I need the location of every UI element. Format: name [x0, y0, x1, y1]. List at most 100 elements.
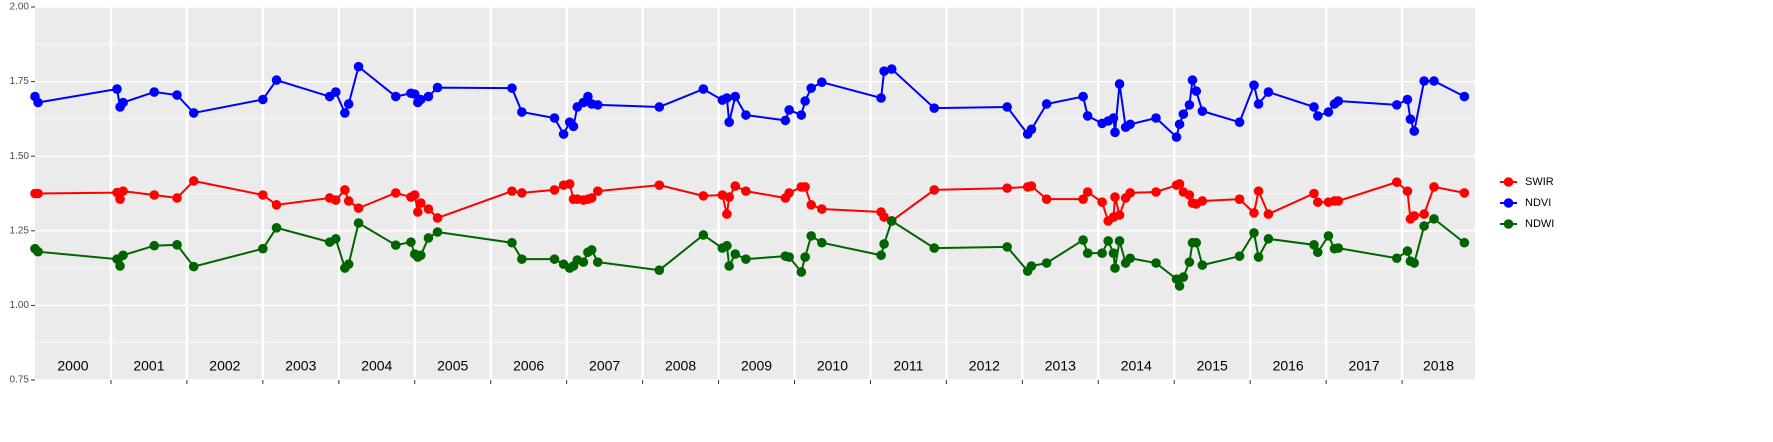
data-point	[353, 203, 364, 213]
data-point	[343, 99, 354, 109]
data-point	[188, 108, 199, 118]
data-point	[390, 91, 401, 102]
data-point	[188, 261, 199, 272]
data-point	[1178, 109, 1189, 119]
data-point	[1082, 248, 1093, 258]
data-point	[1409, 126, 1420, 136]
data-point	[1419, 76, 1429, 86]
year-label: 2009	[741, 358, 772, 374]
data-point	[806, 83, 817, 93]
data-point	[416, 94, 426, 105]
data-point	[800, 96, 810, 106]
data-point	[330, 234, 341, 244]
data-point	[1171, 132, 1182, 142]
data-point	[115, 261, 125, 271]
data-point	[33, 246, 43, 257]
data-point	[1041, 194, 1052, 204]
data-point	[1078, 235, 1088, 245]
data-point	[432, 82, 443, 93]
data-point	[879, 239, 889, 249]
year-label: 2008	[665, 358, 696, 374]
data-point	[876, 250, 886, 261]
data-point	[423, 204, 434, 214]
data-point	[33, 188, 43, 199]
data-point	[592, 186, 603, 196]
data-point	[1402, 246, 1413, 256]
data-point	[929, 243, 940, 253]
data-point	[1333, 96, 1344, 106]
data-point	[172, 193, 182, 203]
data-point	[1197, 260, 1208, 270]
data-point	[1125, 119, 1135, 130]
data-point	[149, 190, 160, 200]
data-point	[423, 91, 434, 102]
data-point	[741, 254, 751, 264]
data-point	[258, 243, 268, 254]
data-point	[409, 190, 420, 200]
data-point	[549, 113, 560, 123]
data-point	[796, 110, 807, 120]
data-point	[1174, 281, 1185, 291]
data-point	[583, 91, 593, 102]
data-point	[390, 240, 401, 250]
data-point	[724, 117, 734, 127]
legend-key-point	[1503, 198, 1514, 208]
data-point	[1391, 177, 1402, 187]
data-point	[1409, 211, 1420, 221]
data-point	[330, 87, 341, 97]
data-point	[1333, 196, 1344, 206]
data-point	[1125, 253, 1135, 264]
data-point	[1041, 99, 1052, 109]
data-point	[879, 66, 889, 76]
data-point	[412, 207, 423, 217]
data-point	[330, 195, 341, 205]
data-point	[1191, 237, 1202, 248]
data-point	[258, 94, 268, 105]
data-point	[1125, 188, 1135, 198]
year-label: 2000	[57, 358, 88, 374]
data-point	[654, 180, 665, 190]
data-point	[1097, 248, 1107, 258]
data-point	[1429, 214, 1439, 224]
data-point	[654, 265, 665, 275]
year-label: 2004	[361, 358, 392, 374]
data-point	[1429, 182, 1439, 192]
data-point	[586, 245, 597, 255]
year-label: 2011	[893, 358, 923, 374]
data-point	[517, 107, 527, 117]
year-label: 2002	[209, 358, 240, 374]
data-point	[1002, 102, 1012, 112]
data-point	[1108, 113, 1119, 123]
data-point	[724, 192, 734, 202]
data-point	[1078, 194, 1088, 204]
data-point	[1110, 127, 1120, 138]
data-point	[929, 103, 940, 113]
data-point	[817, 204, 827, 214]
data-point	[730, 249, 741, 259]
year-label: 2001	[133, 358, 164, 374]
legend-key-point	[1503, 177, 1514, 187]
data-point	[1082, 187, 1093, 197]
data-point	[353, 61, 364, 72]
y-tick-label: 0.75	[10, 375, 30, 386]
year-label: 2015	[1197, 358, 1228, 374]
data-point	[1184, 257, 1195, 267]
y-tick-label: 1.25	[10, 225, 30, 236]
data-point	[1459, 188, 1470, 198]
data-point	[722, 209, 732, 219]
data-point	[1184, 190, 1195, 200]
data-point	[507, 186, 517, 196]
data-point	[1323, 231, 1334, 241]
data-point	[1263, 209, 1274, 219]
data-point	[698, 84, 709, 94]
year-label: 2012	[969, 358, 1000, 374]
data-point	[1459, 91, 1470, 102]
data-point	[1309, 240, 1319, 250]
data-point	[800, 252, 810, 262]
data-point	[800, 182, 810, 192]
data-point	[806, 200, 817, 210]
data-point	[886, 216, 897, 226]
year-label: 2006	[513, 358, 544, 374]
data-point	[1082, 111, 1093, 121]
